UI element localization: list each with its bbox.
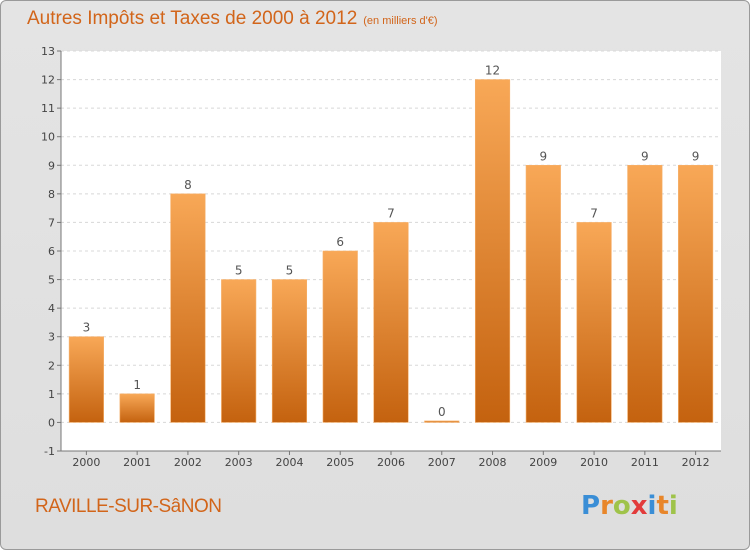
data-label: 6 xyxy=(336,235,344,249)
y-tick-label: 4 xyxy=(48,302,55,315)
axes xyxy=(57,50,721,455)
x-tick-label: 2009 xyxy=(529,456,557,469)
logo-letter: i xyxy=(668,491,678,521)
x-tick-label: 2000 xyxy=(72,456,100,469)
y-tick-label: 8 xyxy=(48,188,55,201)
x-tick-label: 2005 xyxy=(326,456,354,469)
x-tick-label: 2001 xyxy=(123,456,151,469)
bar-2012[interactable] xyxy=(678,164,714,423)
data-label: 8 xyxy=(184,178,192,192)
y-tick-label: 9 xyxy=(48,159,55,172)
y-tick-label: 1 xyxy=(48,388,55,401)
bar-2003[interactable] xyxy=(221,279,257,423)
y-tick-label: 3 xyxy=(48,331,55,344)
bar-2006[interactable] xyxy=(373,222,409,423)
data-label: 7 xyxy=(590,206,598,220)
logo-letter: o xyxy=(612,491,631,521)
data-label: 7 xyxy=(387,206,395,220)
bar-2008[interactable] xyxy=(474,79,511,423)
x-tick-label: 2003 xyxy=(225,456,253,469)
logo-letter: P xyxy=(581,491,601,521)
bars xyxy=(68,79,714,423)
x-tick-label: 2006 xyxy=(377,456,405,469)
data-label: 1 xyxy=(133,378,141,392)
logo-letter: x xyxy=(630,491,648,521)
bar-2001[interactable] xyxy=(119,393,155,423)
labels: -101234567891011121320003200112002820035… xyxy=(41,45,710,469)
data-label: 12 xyxy=(485,64,500,78)
data-label: 9 xyxy=(692,149,700,163)
data-label: 3 xyxy=(83,321,91,335)
logo-letter: t xyxy=(656,491,669,521)
proxiti-logo[interactable]: Proxiti xyxy=(581,491,678,521)
chart-title: Autres Impôts et Taxes de 2000 à 2012 (en… xyxy=(27,8,438,30)
x-tick-label: 2002 xyxy=(174,456,202,469)
commune-name: RAVILLE-SUR-SâNON xyxy=(35,496,222,517)
chart-unit: (en milliers d'€) xyxy=(363,15,438,27)
logo-letter: i xyxy=(647,491,657,521)
y-tick-label: 12 xyxy=(41,74,55,87)
bar-2004[interactable] xyxy=(271,279,308,423)
y-tick-label: 5 xyxy=(48,274,55,287)
x-tick-label: 2010 xyxy=(580,456,608,469)
x-tick-label: 2004 xyxy=(275,456,303,469)
data-label: 5 xyxy=(286,264,294,278)
data-label: 0 xyxy=(438,405,446,419)
y-tick-label: 10 xyxy=(41,131,55,144)
bar-2009[interactable] xyxy=(525,164,561,423)
chart-title-text: Autres Impôts et Taxes de 2000 à 2012 xyxy=(27,8,358,29)
x-tick-label: 2012 xyxy=(682,456,710,469)
y-tick-label: 11 xyxy=(41,102,55,115)
y-tick-label: -1 xyxy=(44,445,55,458)
bar-2010[interactable] xyxy=(576,222,612,423)
data-label: 9 xyxy=(641,149,649,163)
bar-2000[interactable] xyxy=(68,336,104,423)
bar-2002[interactable] xyxy=(170,193,206,423)
data-label: 9 xyxy=(539,149,547,163)
x-tick-label: 2007 xyxy=(428,456,456,469)
y-tick-label: 13 xyxy=(41,45,55,58)
logo-letter: r xyxy=(600,491,613,521)
bar-2007[interactable] xyxy=(424,420,460,423)
x-tick-label: 2011 xyxy=(631,456,659,469)
y-tick-label: 2 xyxy=(48,359,55,372)
bar-2005[interactable] xyxy=(322,250,358,423)
x-tick-label: 2008 xyxy=(479,456,507,469)
y-tick-label: 6 xyxy=(48,245,55,258)
data-label: 5 xyxy=(235,264,243,278)
y-tick-label: 0 xyxy=(48,416,55,429)
bar-2011[interactable] xyxy=(627,164,663,423)
y-tick-label: 7 xyxy=(48,216,55,229)
